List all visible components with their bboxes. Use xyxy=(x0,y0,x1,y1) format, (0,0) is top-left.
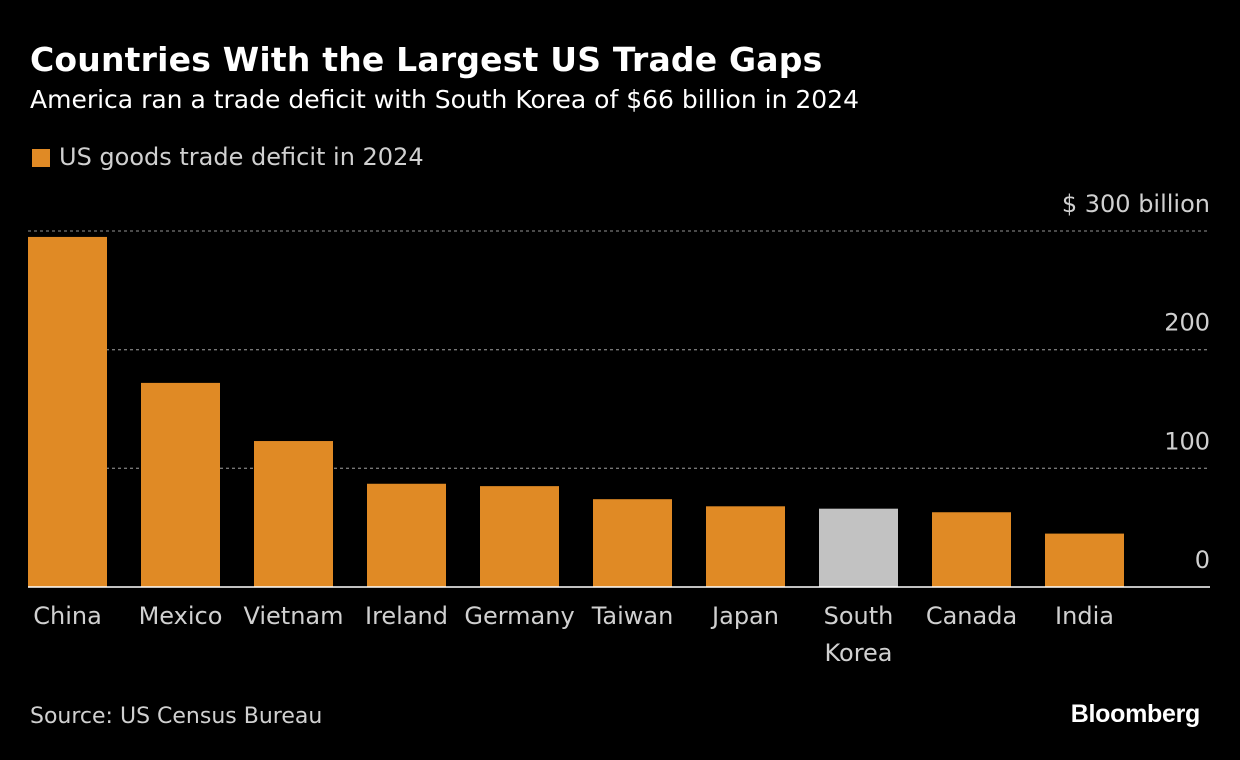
x-tick-label: Ireland xyxy=(365,602,448,630)
x-tick-label: India xyxy=(1055,602,1114,630)
bar-south-korea xyxy=(819,508,898,587)
bar-canada xyxy=(932,512,1011,587)
legend-label: US goods trade deficit in 2024 xyxy=(59,143,424,171)
bar-japan xyxy=(706,506,785,587)
bar-vietnam xyxy=(254,441,333,587)
x-tick-label: South xyxy=(824,602,894,630)
x-tick-label: Germany xyxy=(464,602,574,630)
x-tick-label: Korea xyxy=(824,639,892,667)
x-tick-label: Taiwan xyxy=(591,602,674,630)
y-tick-label: 100 xyxy=(1164,427,1210,455)
bar-mexico xyxy=(141,382,220,587)
x-tick-label: China xyxy=(33,602,102,630)
legend-swatch xyxy=(32,149,50,167)
y-tick-label: $ 300 billion xyxy=(1062,190,1210,218)
bar-india xyxy=(1045,533,1124,587)
bar-china xyxy=(28,236,107,587)
legend: US goods trade deficit in 2024 xyxy=(32,143,424,171)
y-tick-label: 0 xyxy=(1195,546,1210,574)
x-tick-label: Japan xyxy=(710,602,779,630)
chart-subtitle: America ran a trade deficit with South K… xyxy=(30,85,859,114)
bar-germany xyxy=(480,486,559,587)
x-tick-label: Vietnam xyxy=(243,602,343,630)
x-tick-label: Mexico xyxy=(139,602,223,630)
y-tick-label: 200 xyxy=(1164,309,1210,337)
bar-taiwan xyxy=(593,499,672,587)
chart-title: Countries With the Largest US Trade Gaps xyxy=(30,40,823,79)
bloomberg-logo: Bloomberg xyxy=(1070,700,1201,728)
x-tick-label: Canada xyxy=(926,602,1017,630)
source-note: Source: US Census Bureau xyxy=(30,704,323,729)
bar-ireland xyxy=(367,483,446,587)
